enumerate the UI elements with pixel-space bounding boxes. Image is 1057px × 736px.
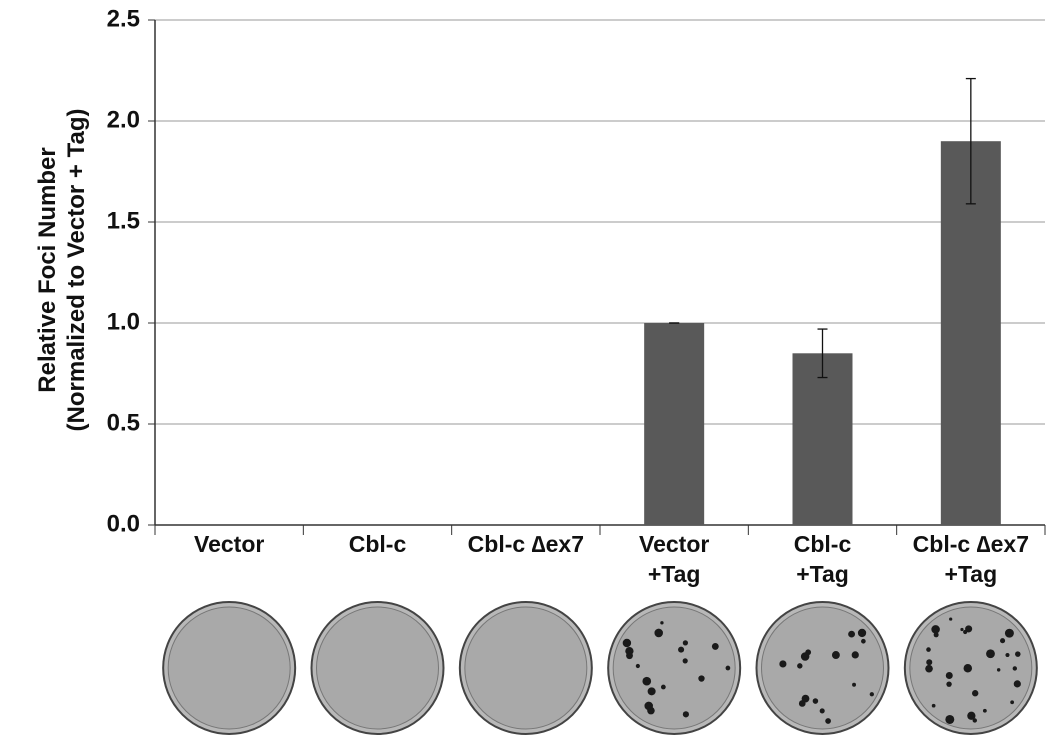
x-tick-label-line: +Tag: [648, 561, 701, 587]
focus: [623, 639, 631, 647]
focus: [963, 630, 967, 634]
focus: [636, 664, 640, 668]
focus: [712, 643, 719, 650]
focus: [683, 658, 688, 663]
y-tick-label: 1.5: [107, 207, 140, 234]
focus: [1005, 653, 1009, 657]
focus: [648, 687, 656, 695]
focus: [825, 718, 831, 724]
focus: [870, 692, 874, 696]
petri-dish-rim: [465, 607, 587, 729]
chart: Relative Foci Number (Normalized to Vect…: [0, 0, 1057, 736]
focus: [813, 698, 819, 704]
focus: [972, 690, 978, 696]
focus: [832, 651, 840, 659]
focus: [932, 704, 936, 708]
focus: [925, 665, 933, 673]
focus: [983, 709, 987, 713]
focus: [945, 715, 954, 724]
x-tick-label-line: Cbl-c: [349, 531, 407, 557]
focus: [1010, 700, 1014, 704]
focus: [779, 660, 786, 667]
y-axis-label: Relative Foci Number: [34, 147, 61, 392]
focus: [926, 659, 932, 665]
focus: [1013, 666, 1017, 670]
focus: [797, 663, 802, 668]
focus: [931, 625, 940, 634]
focus: [848, 631, 855, 638]
petri-dish-rim: [317, 607, 439, 729]
focus: [698, 675, 704, 681]
y-tick-label: 2.0: [107, 106, 140, 133]
x-tick-label: Cbl-c: [349, 531, 407, 557]
focus: [683, 711, 689, 717]
bar: [793, 353, 853, 525]
x-tick-label-line: Cbl-c: [794, 531, 852, 557]
focus: [946, 681, 951, 686]
focus: [861, 639, 866, 644]
x-tick-label: Cbl-c ∆ex7 +Tag: [913, 531, 1029, 587]
focus: [986, 649, 995, 658]
y-tick-label: 0.5: [107, 409, 140, 436]
focus: [644, 702, 653, 711]
x-tick-label-line: Cbl-c ∆ex7: [913, 531, 1029, 557]
x-tick-label-line: Vector: [194, 531, 264, 557]
focus: [1000, 638, 1005, 643]
focus: [661, 685, 666, 690]
focus: [967, 712, 975, 720]
x-tick-label: Vector +Tag: [639, 531, 709, 587]
focus: [1015, 651, 1021, 657]
focus: [660, 621, 663, 624]
x-tick-label-line: +Tag: [945, 561, 998, 587]
focus: [678, 647, 684, 653]
focus: [997, 668, 1000, 671]
x-tick-label-line: +Tag: [796, 561, 849, 587]
x-tick-label: Cbl-c +Tag: [794, 531, 852, 587]
focus: [801, 652, 810, 661]
focus: [946, 672, 953, 679]
focus: [1014, 680, 1021, 687]
focus: [852, 683, 856, 687]
x-tick-label: Vector: [194, 531, 264, 557]
y-tick-label: 0.0: [107, 510, 140, 537]
x-tick-label: Cbl-c ∆ex7: [468, 531, 584, 557]
focus: [964, 664, 972, 672]
x-tick-label-line: Vector: [639, 531, 709, 557]
focus: [726, 666, 731, 671]
page: Relative Foci Number (Normalized to Vect…: [0, 0, 1057, 736]
focus: [625, 647, 633, 655]
focus: [642, 677, 651, 686]
petri-dish-rim: [168, 607, 290, 729]
focus: [820, 708, 825, 713]
focus: [802, 695, 810, 703]
petri-dish-rim: [613, 607, 735, 729]
focus: [683, 640, 688, 645]
y-axis-label: (Normalized to Vector + Tag): [63, 109, 90, 432]
focus: [852, 651, 859, 658]
focus: [949, 617, 952, 620]
focus: [926, 647, 931, 652]
focus: [858, 629, 866, 637]
y-tick-label: 2.5: [107, 5, 140, 32]
focus: [654, 629, 663, 638]
focus: [960, 628, 963, 631]
y-tick-label: 1.0: [107, 308, 140, 335]
focus: [1005, 629, 1014, 638]
x-tick-label-line: Cbl-c ∆ex7: [468, 531, 584, 557]
bar: [644, 323, 704, 525]
